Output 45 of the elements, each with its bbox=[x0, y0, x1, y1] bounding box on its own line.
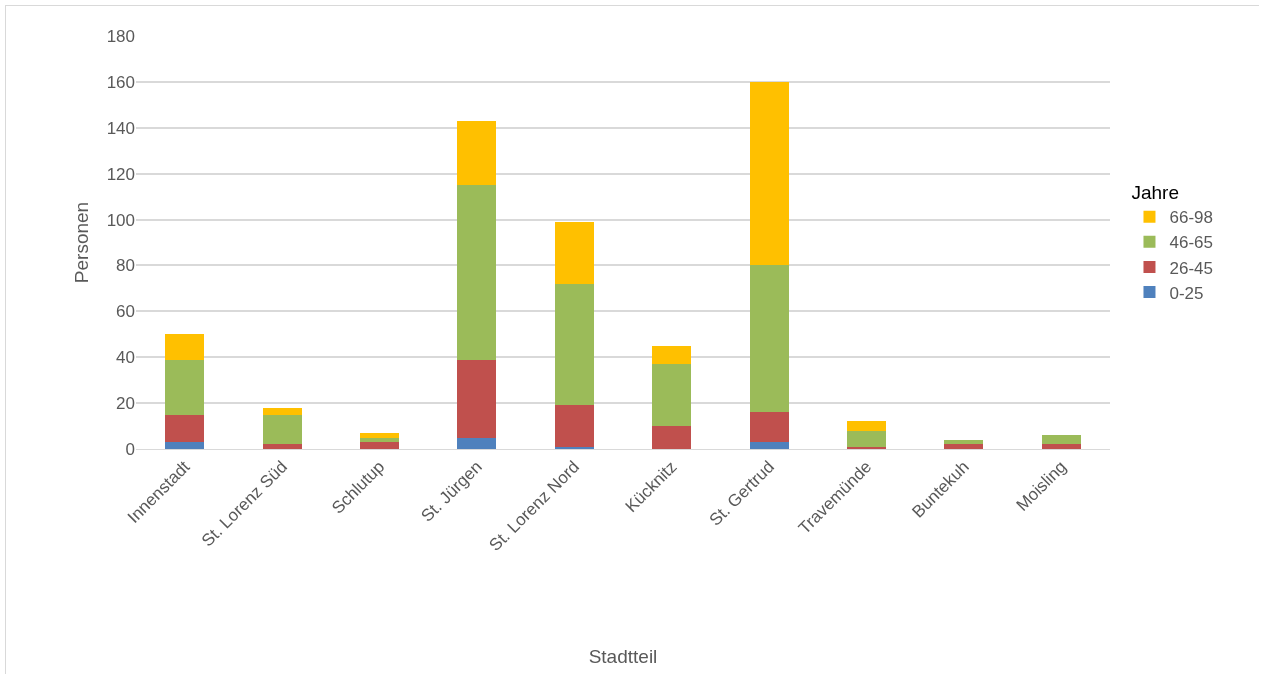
bar bbox=[165, 414, 205, 443]
bar bbox=[749, 81, 789, 266]
y-tick-label: 60 bbox=[116, 302, 135, 322]
bar bbox=[944, 444, 984, 449]
bar bbox=[749, 265, 789, 413]
bar bbox=[457, 437, 497, 449]
y-tick-label: 160 bbox=[106, 72, 135, 92]
bar bbox=[1041, 444, 1081, 449]
bar bbox=[360, 442, 399, 449]
y-tick-label: 180 bbox=[106, 26, 135, 46]
y-tick-label: 100 bbox=[106, 210, 135, 230]
bar bbox=[165, 442, 205, 449]
bar bbox=[847, 430, 886, 447]
y-axis-title: Personen bbox=[71, 201, 92, 284]
y-tick-label: 80 bbox=[116, 256, 135, 276]
bar bbox=[165, 334, 205, 360]
y-tick-label: 0 bbox=[125, 439, 135, 459]
bar bbox=[262, 414, 302, 445]
bar bbox=[457, 120, 497, 186]
legend-label: 0-25 bbox=[1169, 283, 1204, 303]
bar bbox=[262, 407, 302, 415]
bar bbox=[262, 444, 302, 449]
bar bbox=[457, 185, 497, 360]
bar bbox=[457, 359, 497, 438]
y-tick-label: 20 bbox=[116, 394, 135, 414]
y-tick-label: 140 bbox=[106, 118, 135, 138]
y-tick-label: 40 bbox=[116, 348, 135, 368]
legend-label: 26-45 bbox=[1169, 258, 1213, 278]
bar bbox=[652, 345, 692, 365]
bar bbox=[652, 364, 692, 427]
x-axis-title: Stadtteil bbox=[588, 645, 658, 667]
bar bbox=[1041, 435, 1081, 445]
legend-label: 66-98 bbox=[1169, 208, 1213, 228]
bar bbox=[360, 432, 399, 438]
legend-label: 46-65 bbox=[1169, 233, 1213, 253]
bar bbox=[749, 442, 789, 449]
bar bbox=[554, 283, 594, 406]
bar bbox=[847, 421, 886, 431]
bar bbox=[554, 221, 594, 284]
legend-title: Jahre bbox=[1131, 182, 1180, 204]
bar bbox=[554, 405, 594, 447]
y-tick-label: 120 bbox=[106, 164, 135, 184]
bar bbox=[165, 359, 205, 415]
bar bbox=[652, 426, 692, 449]
bar bbox=[749, 412, 789, 443]
